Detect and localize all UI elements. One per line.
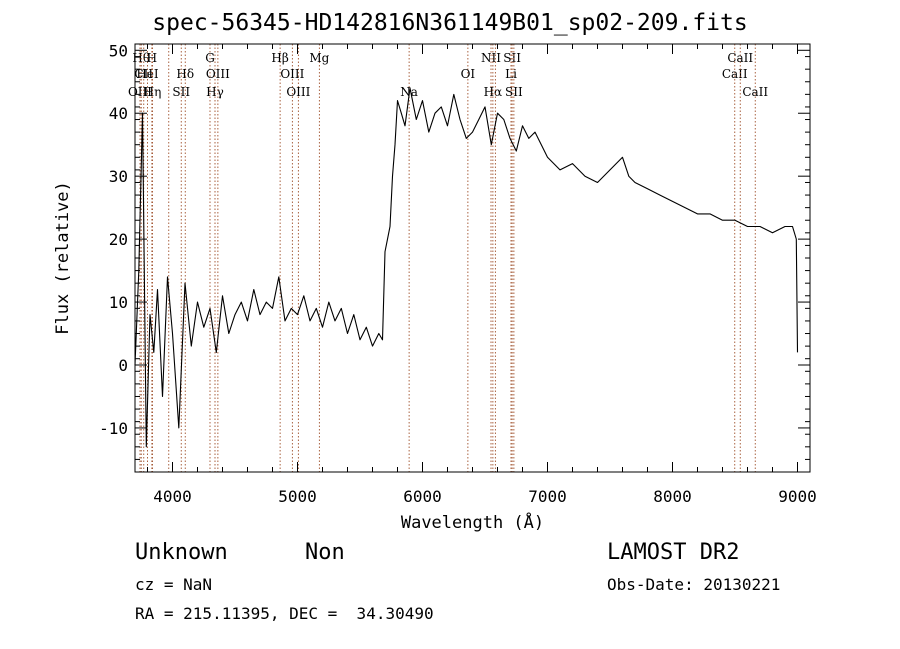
- line-marker-label: CaII: [742, 85, 768, 99]
- line-marker-label: OIII: [128, 85, 152, 99]
- line-marker-label: OI: [461, 67, 476, 81]
- x-tick-label: 4000: [153, 487, 192, 506]
- y-tick-label: 20: [109, 230, 128, 249]
- y-tick-label: 0: [118, 356, 128, 375]
- chart-title: spec-56345-HD142816N361149B01_sp02-209.f…: [152, 10, 748, 36]
- line-marker-label: Hβ: [271, 51, 288, 65]
- survey-name: LAMOST DR2: [607, 540, 740, 565]
- line-marker-label: SII: [505, 85, 523, 99]
- line-marker-label: Hθ: [132, 51, 150, 65]
- y-tick-label: -10: [99, 419, 128, 438]
- y-tick-label: 10: [109, 293, 128, 312]
- spectrum-line: [134, 87, 799, 448]
- line-marker-label: HeI: [136, 67, 159, 81]
- y-tick-label: 50: [109, 41, 128, 60]
- line-marker-label: SII: [503, 51, 521, 65]
- y-tick-label: 40: [109, 104, 128, 123]
- x-tick-label: 7000: [528, 487, 567, 506]
- x-tick-label: 8000: [653, 487, 692, 506]
- line-marker-label: CaII: [722, 67, 748, 81]
- redshift-cz: cz = NaN: [135, 575, 213, 594]
- line-marker-label: Hη: [144, 85, 162, 99]
- x-tick-label: 5000: [278, 487, 317, 506]
- line-marker-label: Li: [505, 67, 517, 81]
- x-tick-label: 9000: [778, 487, 817, 506]
- y-tick-label: 30: [109, 167, 128, 186]
- line-marker-label: G: [205, 51, 215, 65]
- line-marker-label: Hα: [484, 85, 503, 99]
- coordinates: RA = 215.11395, DEC = 34.30490: [135, 604, 434, 623]
- y-axis-label: Flux (relative): [53, 181, 73, 335]
- line-marker-label: Hδ: [176, 67, 194, 81]
- x-axis-label: Wavelength (Å): [401, 511, 544, 533]
- object-subclass: Non: [305, 540, 345, 565]
- object-class: Unknown: [135, 540, 228, 565]
- emission-line-markers: Hθ CII OIII HeI H Hη Hδ SII G Hγ OIII Hβ OIII OIII Mg N…: [128, 44, 768, 472]
- line-marker-label: SII: [172, 85, 190, 99]
- plot-axes: [134, 43, 811, 473]
- line-marker-label: OIII: [206, 67, 230, 81]
- axis-ticks: 4000 5000 6000 7000 8000 9000 -10 0 10 20 30 40 50: [99, 41, 817, 506]
- axis-labels: Wavelength (Å) Flux (relative): [53, 181, 544, 533]
- line-marker-label: Hγ: [206, 85, 224, 99]
- line-marker-label: CaII: [727, 51, 753, 65]
- line-marker-label: OIII: [280, 67, 304, 81]
- plot-frame: [134, 43, 811, 473]
- line-marker-label: CII: [134, 67, 153, 81]
- line-marker-label: NII: [481, 51, 501, 65]
- line-marker-label: OIII: [286, 85, 310, 99]
- line-marker-label: Mg: [309, 51, 329, 65]
- observation-date: Obs-Date: 20130221: [607, 575, 781, 594]
- line-marker-label: H: [147, 51, 157, 65]
- x-tick-label: 6000: [403, 487, 442, 506]
- spectrum-line-layer: [134, 87, 799, 448]
